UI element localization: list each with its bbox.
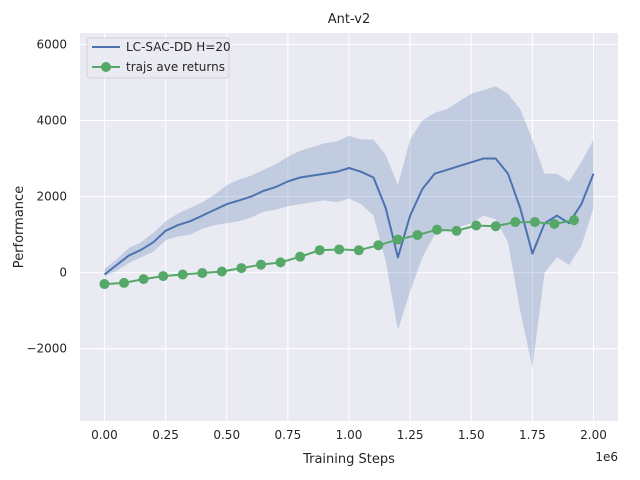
y-tick-label: 4000 [36,113,67,127]
x-tick-label: 2.00 [580,428,607,442]
legend-marker-1 [101,62,111,72]
series-1-point [216,266,227,277]
confidence-band [104,86,594,368]
y-ticks: −2000 0 2000 4000 6000 [26,37,67,355]
grid [80,33,618,421]
series-0-line [103,157,595,276]
x-tick-label: 1.25 [397,428,424,442]
series-1-point [490,221,501,232]
series-1-point [549,218,560,229]
series-1-point [510,217,521,228]
series-1-point [236,263,247,274]
series-1-point [373,240,384,251]
x-axis-label: Training Steps [302,452,395,467]
series-1-point [197,268,208,279]
series-1-point [275,257,286,268]
legend: LC-SAC-DD H=20 trajs ave returns [86,37,231,79]
legend-label-0: LC-SAC-DD H=20 [126,40,231,54]
x-tick-label: 0.50 [213,428,240,442]
x-tick-label: 0.25 [152,428,179,442]
series-1-point [412,229,423,240]
series-1-point [432,224,443,235]
series-1-point [138,274,149,285]
series-markers [99,215,579,290]
y-tick-label: 0 [59,266,67,280]
x-ticks: 0.00 0.25 0.50 0.75 1.00 1.25 1.50 1.75 2.00 [91,428,607,442]
series-1-point [177,269,188,280]
series-1-point [119,277,130,288]
series-1-point [158,271,169,282]
series-1-point [314,245,325,256]
y-axis-label: Performance [12,186,27,268]
legend-box [86,37,230,79]
series-0-band [104,86,594,368]
series-1-point [451,225,462,236]
x-tick-label: 0.00 [91,428,118,442]
series-1-point [295,251,306,262]
y-tick-label: 2000 [36,190,67,204]
y-tick-label: 6000 [36,37,67,51]
x-tick-label: 1.50 [458,428,485,442]
series-1-point [353,245,364,256]
legend-label-1: trajs ave returns [126,60,225,74]
series-1-point [568,215,579,226]
series-1-point [99,279,110,290]
series-1-point [392,234,403,245]
series-1-point [471,220,482,231]
y-tick-label: −2000 [26,342,67,356]
chart-title: Ant-v2 [328,12,371,27]
series-1-point [255,259,266,270]
x-offset-label: 1e6 [595,450,618,464]
series-1-point [334,244,345,255]
x-tick-label: 0.75 [275,428,302,442]
x-tick-label: 1.75 [519,428,546,442]
series-1-point [529,217,540,228]
x-tick-label: 1.00 [336,428,363,442]
